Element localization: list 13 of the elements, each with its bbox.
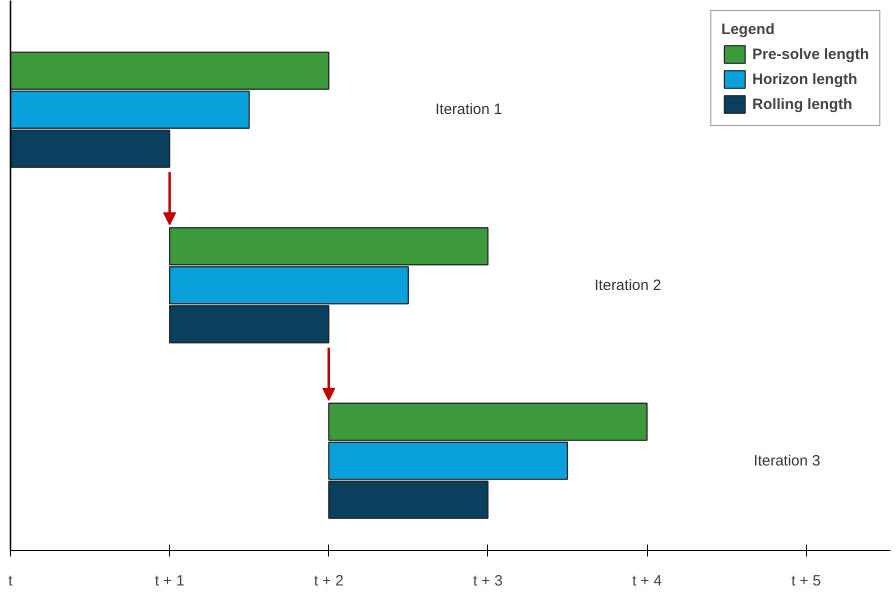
legend-label: Horizon length — [752, 70, 858, 88]
x-tick-label: t + 2 — [314, 572, 344, 590]
x-tick-label: t + 5 — [791, 572, 821, 590]
legend-title: Legend — [721, 21, 776, 38]
x-tick-label: t — [8, 572, 14, 590]
y-tick-label: Iteration 1 — [435, 101, 502, 118]
legend-label: Pre-solve length — [752, 46, 869, 62]
x-tick-label: t + 3 — [473, 572, 503, 590]
x-tick-label: t + 1 — [154, 572, 184, 590]
y-tick-label: Iteration 2 — [594, 276, 662, 294]
y-tick-label: Iteration 3 — [754, 452, 820, 470]
legend-label: Rolling length — [752, 96, 852, 112]
x-tick-label: t + 4 — [632, 572, 662, 590]
